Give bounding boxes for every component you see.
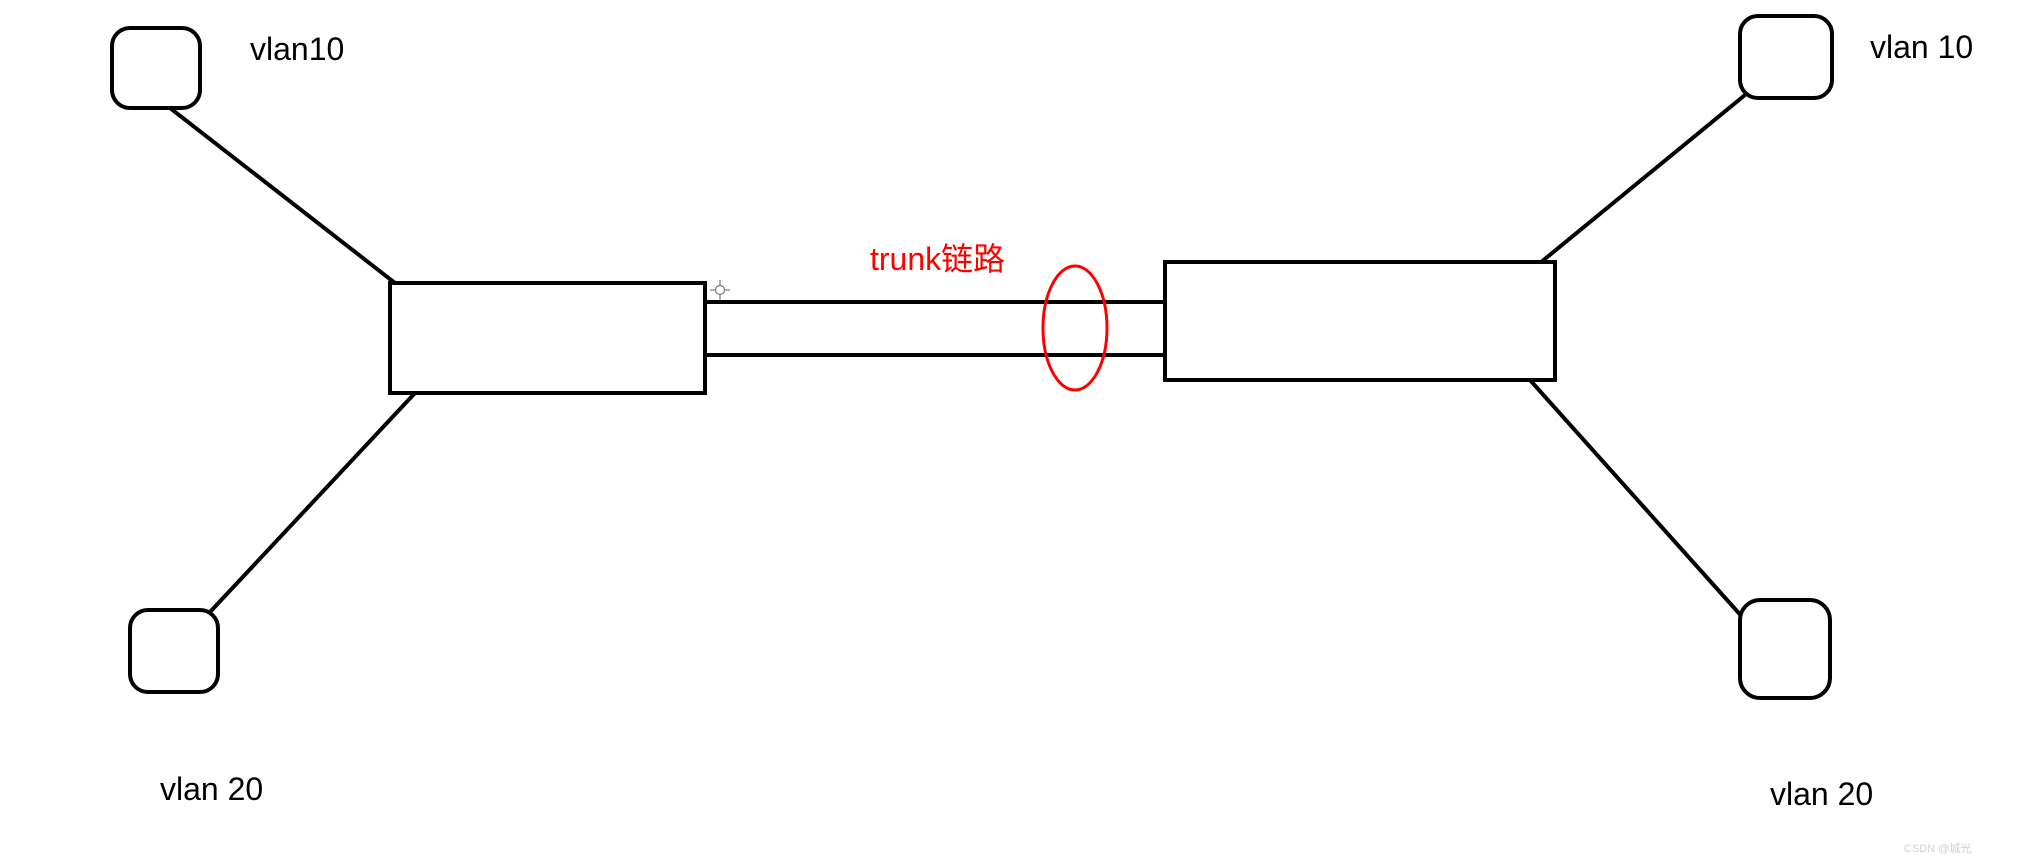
switch-node bbox=[1165, 262, 1555, 380]
host-node bbox=[1740, 600, 1830, 698]
host-node bbox=[130, 610, 218, 692]
node-label: vlan 20 bbox=[160, 771, 263, 807]
watermark-text: CSDN @城光 bbox=[1904, 840, 1971, 856]
node-label: vlan10 bbox=[250, 31, 344, 67]
move-target-icon bbox=[710, 280, 730, 300]
edge-line bbox=[1530, 380, 1745, 620]
trunk-link-label: trunk链路 bbox=[870, 241, 1005, 277]
network-diagram: vlan10 vlan 20 vlan 10 vlan 20 trunk链路 bbox=[0, 0, 2026, 853]
node-label: vlan 20 bbox=[1770, 776, 1873, 812]
host-node bbox=[112, 28, 200, 108]
edge-line bbox=[210, 393, 415, 612]
host-node bbox=[1740, 16, 1832, 98]
edge-line bbox=[170, 108, 395, 283]
edge-line bbox=[1540, 95, 1745, 263]
switch-node bbox=[390, 283, 705, 393]
trunk-highlight-ellipse bbox=[1043, 266, 1107, 390]
node-label: vlan 10 bbox=[1870, 29, 1973, 65]
